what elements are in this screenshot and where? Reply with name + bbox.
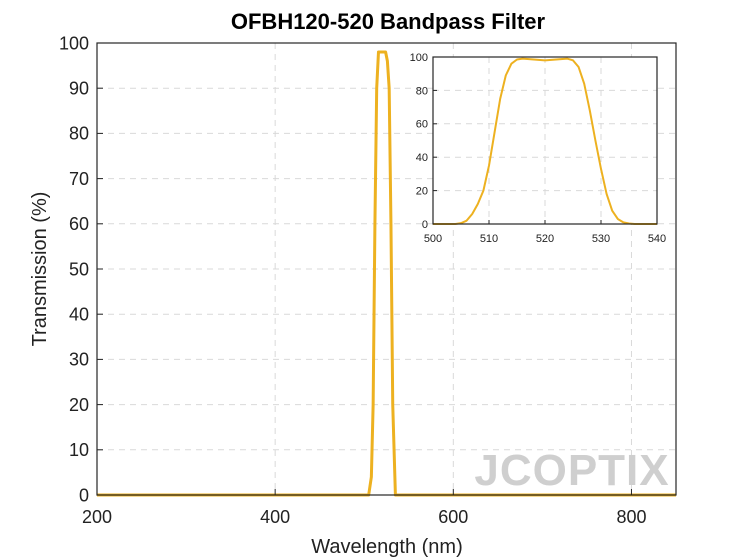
main-y-tick-label: 10 [69, 440, 89, 460]
chart-title: OFBH120-520 Bandpass Filter [231, 9, 546, 34]
inset-y-tick-label: 80 [416, 85, 428, 97]
inset-x-tick-label: 510 [480, 233, 498, 245]
main-x-tick-label: 800 [616, 507, 646, 527]
main-y-tick-label: 60 [69, 214, 89, 234]
main-y-tick-label: 80 [69, 124, 89, 144]
main-y-tick-label: 20 [69, 395, 89, 415]
main-y-tick-label: 100 [59, 33, 89, 53]
inset-y-tick-label: 60 [416, 119, 428, 131]
main-x-ticks: 200 400 600 800 [82, 489, 646, 527]
inset-y-ticks: 0 20 40 60 80 100 [410, 52, 437, 231]
inset-series [433, 57, 657, 225]
inset-x-tick-label: 530 [592, 233, 610, 245]
main-y-tick-label: 90 [69, 79, 89, 99]
x-axis-label: Wavelength (nm) [311, 536, 463, 558]
inset-y-tick-label: 100 [410, 52, 428, 64]
main-transmission-line [97, 50, 676, 497]
main-y-ticks: 0 10 20 30 40 50 60 70 80 90 100 [59, 33, 103, 505]
main-x-tick-label: 400 [260, 507, 290, 527]
main-x-tick-label: 600 [438, 507, 468, 527]
inset-x-tick-label: 520 [536, 233, 554, 245]
inset-grid [433, 57, 657, 224]
main-y-tick-label: 30 [69, 350, 89, 370]
inset-x-tick-label: 540 [648, 233, 666, 245]
inset-chart: 500 510 520 530 540 0 20 40 60 80 100 [410, 52, 667, 245]
main-grid [97, 43, 676, 495]
inset-y-tick-label: 20 [416, 185, 428, 197]
watermark-text: JCOPTIX [474, 446, 669, 495]
inset-y-tick-label: 0 [422, 219, 428, 231]
main-series [97, 50, 676, 497]
inset-transmission-line [433, 57, 657, 225]
main-y-tick-label: 40 [69, 305, 89, 325]
main-y-tick-label: 50 [69, 259, 89, 279]
inset-x-ticks: 500 510 520 530 540 [424, 220, 666, 245]
inset-y-tick-label: 40 [416, 152, 428, 164]
main-y-tick-label: 70 [69, 169, 89, 189]
main-y-tick-label: 0 [79, 485, 89, 505]
inset-x-tick-label: 500 [424, 233, 442, 245]
main-x-tick-label: 200 [82, 507, 112, 527]
y-axis-label: Transmission (%) [29, 192, 51, 347]
jcoptix-logo: JCOPTIX [474, 446, 669, 495]
